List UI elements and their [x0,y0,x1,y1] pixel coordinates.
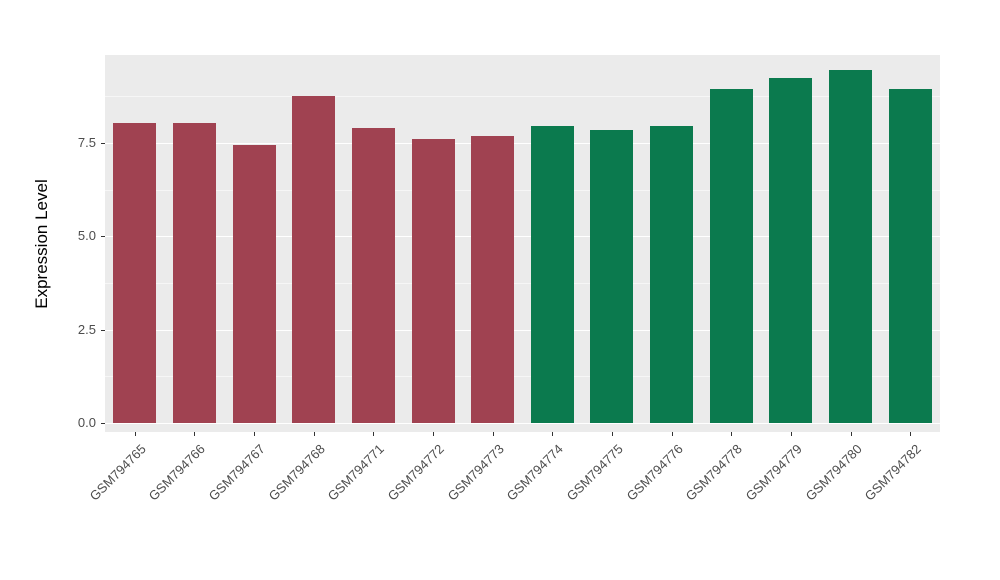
x-tick-mark [254,432,256,436]
bar [829,70,872,423]
major-gridline [105,329,940,331]
x-tick-label: GSM794775 [563,441,626,504]
x-tick-label: GSM794765 [86,441,149,504]
x-tick-label: GSM794774 [504,441,567,504]
bar [471,135,515,423]
y-tick-mark [101,423,105,424]
bar [769,77,813,423]
y-tick-label: 7.5 [77,135,96,151]
major-gridline [105,143,940,145]
bar [232,144,276,423]
bar [888,88,932,423]
y-tick-label: 2.5 [77,321,96,337]
x-tick-label: GSM794776 [623,441,686,504]
minor-gridline [105,283,940,285]
y-tick-label: 0.0 [77,415,96,430]
x-tick-mark [433,432,435,436]
x-tick-label: GSM794779 [742,441,805,504]
x-tick-label: GSM794782 [861,441,925,504]
x-tick-mark [671,432,673,436]
x-tick-mark [850,432,852,436]
x-tick-mark [790,432,792,436]
y-tick-label: 5.0 [77,228,96,244]
minor-gridline [105,376,940,378]
x-tick-mark [552,432,554,436]
x-tick-label: GSM794773 [444,441,507,504]
x-tick-mark [731,432,733,436]
x-tick-label: GSM794780 [802,441,865,504]
x-tick-label: GSM794771 [325,441,388,504]
bar [292,96,336,423]
bar [113,122,157,423]
x-tick-mark [492,432,494,436]
x-tick-mark [373,432,375,436]
x-tick-mark [134,432,136,436]
x-tick-mark [313,432,315,436]
x-tick-label: GSM794767 [205,441,269,504]
x-tick-label: GSM794768 [265,441,328,504]
major-gridline [105,236,940,238]
bar [650,126,694,423]
minor-gridline [105,189,940,191]
x-tick-label: GSM794772 [384,441,447,504]
bar [530,126,574,423]
x-tick-label: GSM794778 [682,441,746,504]
bar [590,130,634,423]
x-tick-mark [611,432,613,436]
x-tick-label: GSM794766 [146,441,209,504]
minor-gridline [105,96,940,98]
y-tick-mark [101,236,105,238]
x-tick-mark [910,432,912,436]
major-gridline [105,423,940,424]
bar [172,122,216,423]
bar [709,88,753,423]
bar [411,139,455,423]
y-tick-mark [101,143,105,145]
y-tick-mark [101,329,105,331]
bar [351,128,395,423]
x-tick-mark [194,432,196,436]
